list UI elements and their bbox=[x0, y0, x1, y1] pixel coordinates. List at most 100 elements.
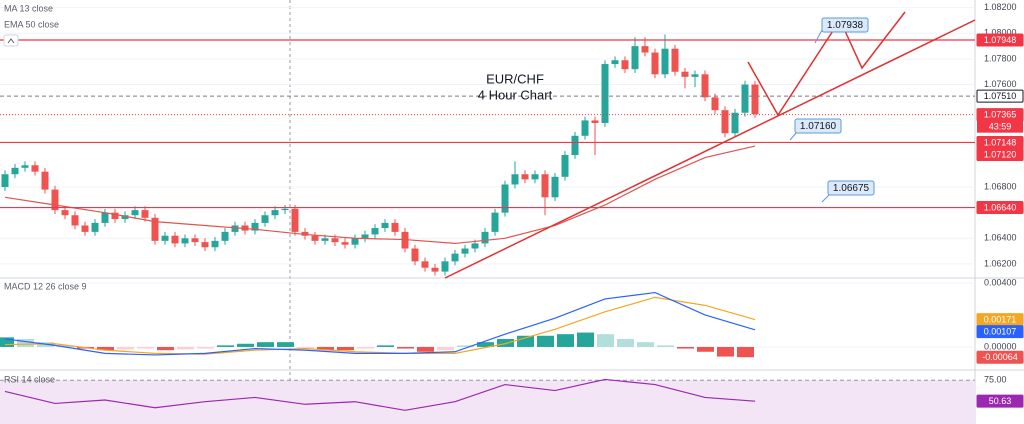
candle-body bbox=[451, 253, 459, 262]
histogram-bar bbox=[177, 346, 194, 350]
histogram-bar bbox=[737, 346, 754, 358]
histogram-bar bbox=[497, 338, 514, 347]
candle-body bbox=[681, 71, 689, 77]
candle-body bbox=[11, 167, 19, 175]
candle-body bbox=[261, 215, 269, 223]
price-label-box bbox=[976, 350, 1024, 364]
histogram-bar bbox=[437, 346, 454, 351]
macd-line bbox=[4, 291, 756, 356]
histogram-bar bbox=[677, 346, 694, 349]
chart-title: EUR/CHF bbox=[486, 71, 544, 86]
callout-pointer bbox=[814, 29, 823, 44]
ema-line bbox=[4, 145, 756, 245]
candle-body bbox=[111, 212, 119, 220]
price-label-box bbox=[976, 89, 1024, 103]
candle-body bbox=[511, 174, 519, 185]
rsi-line bbox=[4, 378, 756, 411]
histogram-bar bbox=[537, 335, 554, 347]
histogram-bar bbox=[237, 343, 254, 347]
collapse-icon bbox=[7, 38, 15, 44]
price-label-box bbox=[976, 33, 1024, 47]
candle-body bbox=[481, 231, 489, 244]
y-tick-label: 1.06400 bbox=[984, 233, 1017, 243]
candle-body bbox=[671, 48, 679, 72]
histogram-bar bbox=[637, 342, 654, 347]
callout-pointer bbox=[821, 193, 831, 203]
candle-body bbox=[751, 84, 759, 115]
price-label: 0.00171 bbox=[984, 314, 1017, 324]
candle-body bbox=[351, 238, 359, 245]
histogram-bar bbox=[17, 338, 34, 347]
candle-body bbox=[701, 74, 709, 98]
candle-body bbox=[521, 174, 529, 180]
candle-body bbox=[21, 165, 29, 168]
candle-body bbox=[221, 231, 229, 241]
histogram-bar bbox=[557, 334, 574, 347]
candle-body bbox=[661, 48, 669, 75]
y-tick-label: 0.00000 bbox=[984, 341, 1017, 351]
candle-body bbox=[231, 225, 239, 232]
candle-body bbox=[191, 238, 199, 243]
signal-line bbox=[4, 296, 756, 355]
candle-body bbox=[501, 184, 509, 213]
candle-body bbox=[321, 238, 329, 241]
histogram-bar bbox=[457, 345, 474, 347]
callout-label: 1.06675 bbox=[833, 183, 870, 194]
y-tick-label: 0.00400 bbox=[984, 277, 1017, 287]
candle-body bbox=[91, 222, 99, 232]
candle-body bbox=[101, 212, 109, 223]
histogram-bar bbox=[97, 346, 114, 351]
candle-body bbox=[441, 261, 449, 272]
candle-body bbox=[431, 267, 439, 272]
candle-body bbox=[251, 222, 259, 231]
callout-label: 1.07938 bbox=[827, 20, 864, 31]
callout-box bbox=[821, 17, 869, 33]
histogram-bar bbox=[377, 345, 394, 347]
price-label-box bbox=[976, 394, 1024, 408]
countdown: 43:59 bbox=[989, 122, 1012, 132]
candle-body bbox=[311, 235, 319, 241]
candle-body bbox=[211, 240, 219, 248]
price-label: 1.07365 bbox=[984, 110, 1017, 120]
y-tick-label: 1.07600 bbox=[984, 79, 1017, 89]
candle-body bbox=[81, 225, 89, 232]
price-label: 1.07510 bbox=[984, 91, 1017, 101]
candle-body bbox=[341, 242, 349, 245]
histogram-bar bbox=[337, 346, 354, 351]
candle-body bbox=[1, 174, 9, 188]
histogram-bar bbox=[197, 346, 214, 349]
callout-box bbox=[827, 180, 875, 196]
candle-body bbox=[631, 46, 639, 70]
legend-entry: RSI 14 close bbox=[4, 374, 55, 384]
histogram-bar bbox=[397, 346, 414, 349]
histogram-bar bbox=[257, 342, 274, 347]
price-label: 1.07120 bbox=[984, 149, 1017, 159]
candle-body bbox=[461, 248, 469, 254]
candle-body bbox=[371, 228, 379, 235]
candle-body bbox=[471, 243, 479, 249]
candle-body bbox=[421, 261, 429, 268]
candle-body bbox=[601, 64, 609, 123]
candle-body bbox=[531, 174, 539, 180]
candle-body bbox=[581, 120, 589, 136]
candle-body bbox=[121, 215, 129, 220]
histogram-bar bbox=[417, 346, 434, 352]
histogram-bar bbox=[57, 345, 74, 347]
candle-body bbox=[71, 215, 79, 226]
price-label: 1.07948 bbox=[984, 35, 1017, 45]
candle-body bbox=[651, 52, 659, 75]
legend-entry: MA 13 close bbox=[4, 3, 53, 13]
histogram-bar bbox=[517, 335, 534, 347]
candle-body bbox=[51, 189, 59, 211]
candle-body bbox=[171, 235, 179, 244]
chart-subtitle: 4 Hour Chart bbox=[478, 87, 553, 102]
y-tick-label: 1.06800 bbox=[984, 181, 1017, 191]
legend-entry: MACD 12 26 close 9 bbox=[4, 281, 87, 291]
price-label: -0.00064 bbox=[982, 352, 1018, 362]
y-tick-label: 1.08200 bbox=[984, 2, 1017, 12]
collapse-button[interactable] bbox=[3, 34, 19, 47]
y-tick-label: 1.08000 bbox=[984, 28, 1017, 38]
candle-body bbox=[731, 112, 739, 134]
